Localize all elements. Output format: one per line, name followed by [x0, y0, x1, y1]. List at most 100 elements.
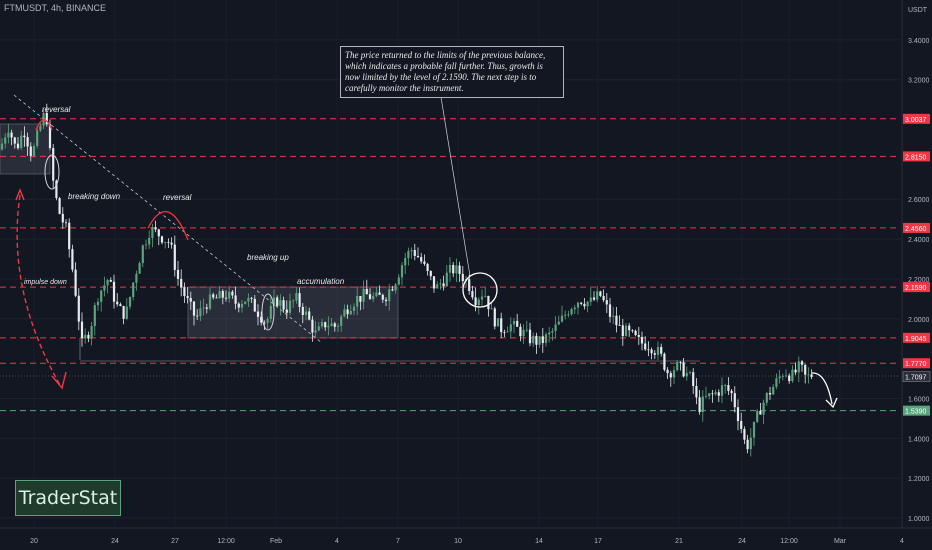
candle-body [471, 291, 474, 298]
y-tick-label: 3.4000 [908, 38, 930, 45]
candle-body [327, 325, 330, 328]
candle-body [218, 291, 221, 299]
currency-label: USDT [908, 7, 928, 14]
symbol-label[interactable]: FTMUSDT, 4h, BINANCE [4, 3, 107, 13]
candle-body [32, 146, 36, 156]
candle-body [692, 372, 695, 386]
candle-body [183, 287, 186, 297]
candle-body [573, 307, 576, 310]
candle-body [666, 369, 669, 374]
candle-body [13, 137, 16, 144]
candle-body [685, 372, 688, 377]
candle-body [400, 265, 404, 278]
candle-body [208, 294, 212, 309]
candle-body [260, 316, 263, 323]
candle-body [644, 343, 647, 350]
candle-body [672, 370, 676, 378]
candle-body [592, 297, 596, 300]
candle-body [212, 294, 215, 298]
candle-body [615, 315, 618, 326]
candle-body [205, 307, 208, 309]
candle-body [794, 369, 797, 373]
candle-body [749, 437, 752, 450]
candle-body [292, 300, 295, 302]
candle-body [743, 428, 746, 440]
forecast-arrowhead [825, 397, 838, 409]
candle-body [544, 334, 548, 344]
candle-body [711, 393, 714, 395]
candle-body [583, 303, 586, 307]
x-tick-label: 24 [111, 538, 119, 545]
candle-body [480, 296, 484, 300]
candle-body [48, 124, 52, 149]
level-price-label: 2.1590 [905, 285, 927, 292]
candle-body [653, 353, 656, 355]
breaking-down-label: breaking down [68, 192, 121, 201]
candle-body [420, 257, 423, 262]
candle-body [90, 325, 93, 339]
candle-body [36, 130, 39, 147]
impulse-down-label: impulse down [24, 279, 67, 286]
y-tick-label: 2.6000 [908, 197, 930, 204]
candle-body [784, 375, 788, 377]
impulse-down-arrowhead [51, 371, 67, 390]
candle-body [445, 272, 448, 287]
candle-body [365, 288, 368, 295]
candle-body [228, 291, 231, 299]
candle-body [272, 297, 276, 306]
candle-body [698, 397, 701, 413]
candle-body [256, 311, 260, 317]
candle-body [781, 376, 784, 377]
candle-body [448, 264, 452, 273]
candle-body [23, 135, 26, 138]
candle-body [762, 402, 765, 415]
candle-body [135, 273, 138, 283]
reversal-arc-1 [35, 119, 53, 131]
accumulation-label: accumulation [297, 277, 345, 286]
y-tick-label: 2.0000 [908, 317, 930, 324]
reversal-label-2: reversal [163, 193, 192, 202]
candle-body [416, 255, 420, 258]
candle-body [634, 330, 637, 336]
candle-body [596, 291, 599, 300]
candle-body [346, 309, 349, 315]
candle-body [564, 314, 567, 316]
candle-body [759, 410, 762, 415]
candle-body [164, 241, 167, 243]
candle-body [144, 244, 148, 246]
candle-body [647, 349, 650, 351]
candle-body [176, 269, 180, 279]
candle-body [263, 322, 266, 324]
last-price-label: 1.7097 [905, 375, 927, 382]
time-axis[interactable]: 20 24 27 12:00 Feb 4 7 10 14 17 21 24 12:00 Mar 4 [0, 527, 932, 545]
candle-body [493, 308, 496, 327]
x-tick-label: 14 [535, 538, 543, 545]
candle-body [624, 325, 628, 337]
breaking-up-circle [261, 293, 275, 331]
candle-body [324, 322, 327, 328]
candle-body [567, 314, 570, 316]
candle-body [375, 292, 378, 296]
y-tick-label: 1.2000 [908, 476, 930, 483]
level-price-label: 1.5390 [905, 409, 927, 416]
candle-body [736, 407, 740, 422]
candle-body [426, 263, 429, 271]
candles [0, 103, 813, 457]
candle-body [452, 264, 455, 274]
candle-body [192, 301, 196, 316]
candle-body [253, 298, 256, 312]
candle-body [714, 392, 717, 395]
candle-body [224, 297, 228, 299]
candle-body [589, 297, 592, 302]
candle-body [727, 385, 730, 391]
candle-body [180, 278, 183, 288]
candle-body [372, 295, 375, 300]
candle-body [71, 249, 74, 270]
candle-body [391, 289, 394, 291]
candle-body [522, 330, 525, 337]
price-axis[interactable]: 3.4000 3.2000 2.6000 2.4000 2.2000 2.0000 1.60… [901, 0, 931, 528]
candle-body [484, 295, 487, 297]
candle-body [16, 143, 20, 149]
candle-body [410, 250, 413, 252]
candle-body [429, 270, 432, 277]
